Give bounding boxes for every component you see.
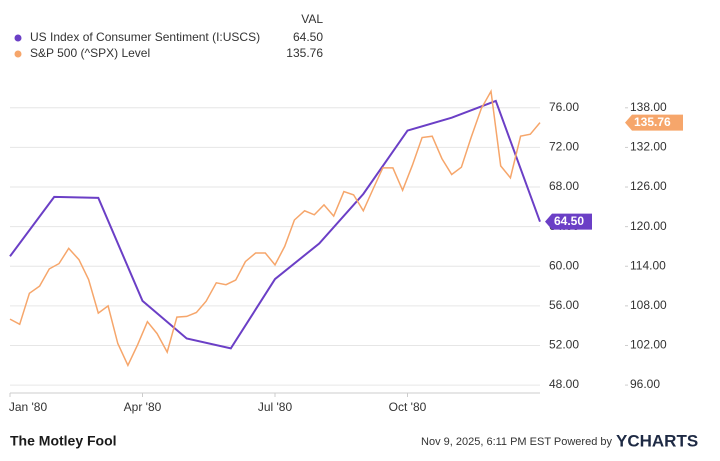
legend-value: 135.76 bbox=[286, 46, 323, 60]
y2-tick-label: 138.00 bbox=[630, 100, 667, 114]
y2-tick-label: 114.00 bbox=[630, 258, 666, 272]
y-tick-label: 56.00 bbox=[549, 298, 579, 312]
value-flag bbox=[545, 213, 592, 230]
brand-logo: The Motley Fool bbox=[10, 433, 117, 449]
value-flag-label: 64.50 bbox=[554, 214, 584, 228]
value-flag-label: 135.76 bbox=[634, 115, 671, 129]
x-tick-label: Jan '80 bbox=[9, 400, 48, 414]
y2-tick-label: 132.00 bbox=[630, 140, 667, 154]
y2-tick-label: 102.00 bbox=[630, 338, 667, 352]
y-tick-label: 68.00 bbox=[549, 179, 579, 193]
series-line bbox=[9, 88, 541, 368]
legend-value: 64.50 bbox=[293, 30, 323, 44]
legend-swatch bbox=[14, 50, 22, 58]
y-tick-label: 76.00 bbox=[549, 100, 579, 114]
y2-tick-label: 120.00 bbox=[630, 219, 667, 233]
x-tick-label: Jul '80 bbox=[258, 400, 293, 414]
x-tick-label: Oct '80 bbox=[389, 400, 427, 414]
y2-tick-label: 96.00 bbox=[630, 377, 660, 391]
legend-label: S&P 500 (^SPX) Level bbox=[30, 46, 150, 60]
timestamp: Nov 9, 2025, 6:11 PM EST Powered by bbox=[421, 436, 612, 448]
x-tick-label: Apr '80 bbox=[124, 400, 162, 414]
y-tick-label: 52.00 bbox=[549, 338, 579, 352]
y2-tick-label: 126.00 bbox=[630, 179, 667, 193]
legend-swatch bbox=[14, 34, 22, 42]
y-tick-label: 48.00 bbox=[549, 377, 579, 391]
y-tick-label: 72.00 bbox=[549, 140, 579, 154]
legend-header: VAL bbox=[301, 12, 323, 26]
series-line bbox=[9, 99, 541, 350]
y2-tick-label: 108.00 bbox=[630, 298, 667, 312]
value-flag bbox=[625, 114, 683, 131]
legend-label: US Index of Consumer Sentiment (I:USCS) bbox=[30, 30, 260, 44]
y-tick-label: 60.00 bbox=[549, 258, 579, 272]
provider-logo: YCHARTS bbox=[616, 431, 698, 450]
